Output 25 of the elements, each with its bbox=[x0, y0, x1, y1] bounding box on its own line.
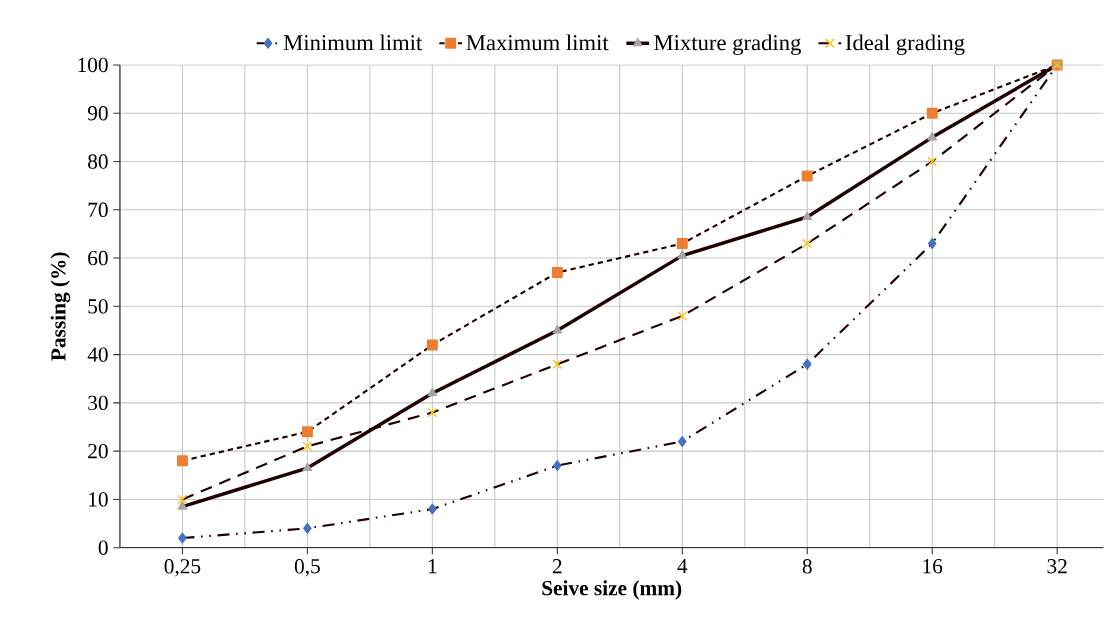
y-tick-label: 90 bbox=[87, 106, 108, 121]
y-tick-label: 30 bbox=[88, 395, 108, 411]
legend-label: Maximum limit bbox=[466, 34, 609, 51]
x-tick-label: 0,25 bbox=[164, 559, 201, 577]
y-tick-label: 50 bbox=[88, 299, 108, 314]
x-tick-label: 0,5 bbox=[294, 559, 320, 577]
x-tick-label: 16 bbox=[923, 559, 943, 574]
legend-label: Ideal grading bbox=[845, 34, 965, 56]
y-tick-label: 60 bbox=[88, 251, 108, 266]
legend-label: Minimum limit bbox=[283, 34, 423, 51]
x-tick-label: 2 bbox=[552, 559, 562, 574]
y-tick-label: 100 bbox=[78, 57, 108, 73]
x-tick-label: 8 bbox=[802, 559, 812, 574]
x-tick-label: 4 bbox=[677, 559, 688, 574]
y-axis-title: Passing (%) bbox=[50, 252, 71, 361]
x-tick-label: 32 bbox=[1047, 559, 1067, 574]
x-axis-title: Seive size (mm) bbox=[542, 580, 682, 600]
y-tick-label: 70 bbox=[88, 202, 108, 218]
y-tick-label: 0 bbox=[98, 540, 108, 556]
y-tick-label: 80 bbox=[88, 154, 108, 169]
x-tick-label: 1 bbox=[428, 559, 437, 574]
legend-label: Mixture grading bbox=[654, 34, 801, 56]
y-tick-label: 20 bbox=[88, 444, 108, 459]
y-tick-label: 40 bbox=[87, 347, 108, 362]
y-tick-label: 10 bbox=[89, 492, 108, 507]
